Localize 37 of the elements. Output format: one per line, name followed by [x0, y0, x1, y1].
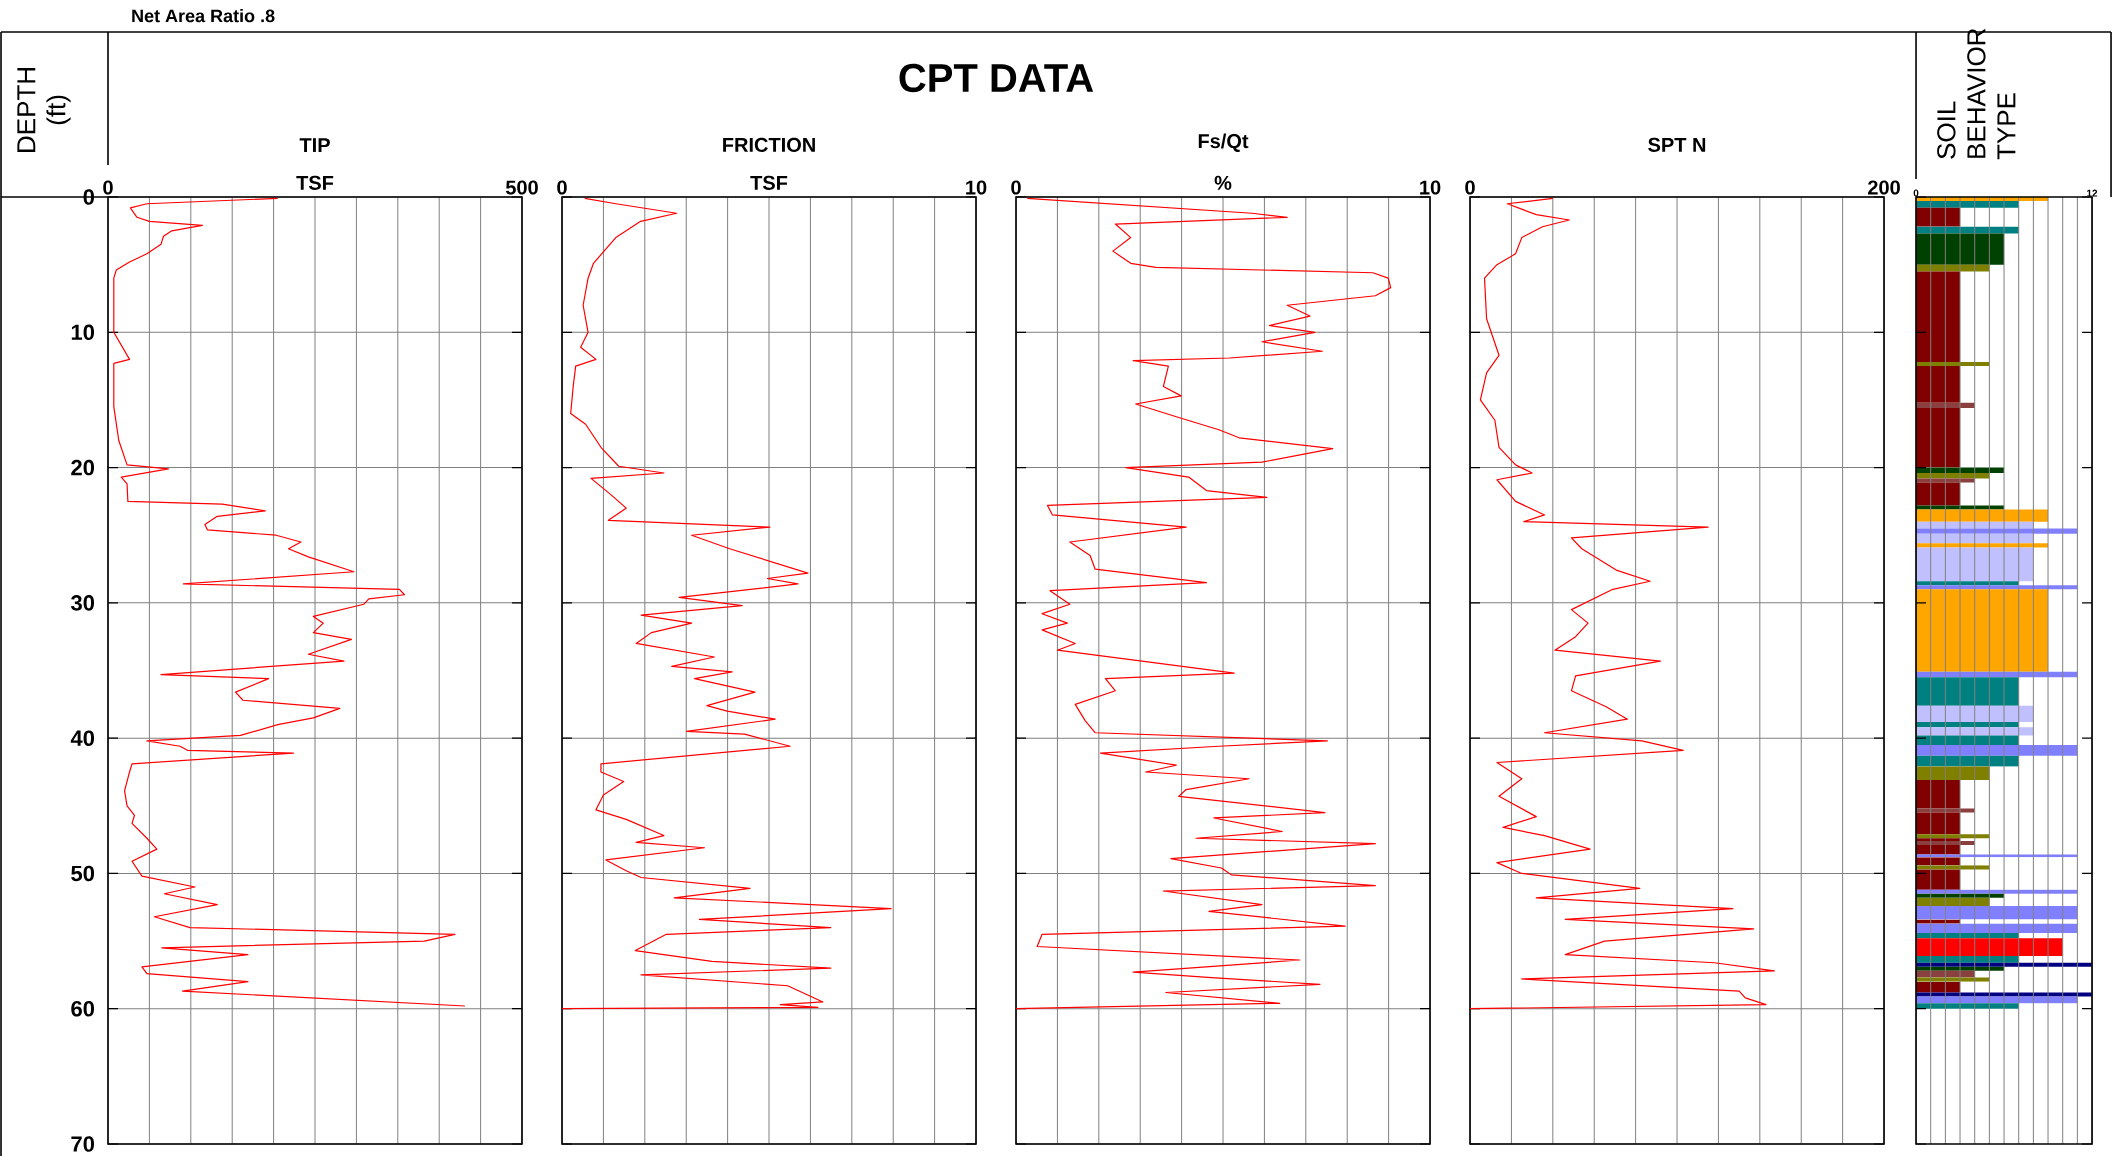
x-axis-title: TSF	[750, 175, 788, 190]
y-tick-label: 60	[71, 1000, 95, 1017]
text: Net Area Ratio .8	[132, 9, 275, 23]
x-tick-label: 12	[2087, 189, 2098, 197]
text: CPT DATA	[899, 63, 1094, 93]
bar	[1916, 735, 2019, 745]
x-tick-label: 200	[1868, 180, 1900, 195]
y-tick-label: 40	[70, 730, 95, 746]
bar	[1916, 897, 1990, 906]
y-tick-label: 30	[70, 595, 95, 611]
bar	[1916, 727, 2034, 736]
chart-title: SPT N	[1648, 137, 1706, 152]
x-tick-label: 500	[505, 180, 538, 195]
y-axis-title: DEPTH (ft)	[17, 68, 71, 152]
bar	[1916, 226, 2019, 234]
chart-title: SOIL BEHAVIOR TYPE	[1937, 28, 2016, 160]
x-tick-label: 0	[1913, 189, 1919, 197]
x-tick-label: 10	[966, 180, 987, 195]
chart-title: FRICTION	[723, 137, 815, 152]
bar	[1916, 201, 2019, 208]
bar	[1916, 1003, 2019, 1009]
bar	[1916, 528, 2078, 534]
bar	[1916, 955, 2019, 963]
y-tick-label: 20	[71, 459, 95, 476]
x-axis-title: TSF	[296, 175, 334, 190]
x-tick-label: 10	[1420, 180, 1441, 195]
x-tick-label: 0	[557, 180, 567, 195]
x-tick-label: 0	[1011, 180, 1021, 195]
x-axis-title: %	[1214, 175, 1232, 190]
x-tick-label: 0	[103, 180, 113, 195]
y-tick-label: 50	[71, 865, 95, 882]
line-series	[113, 197, 466, 1007]
y-tick-label: 10	[71, 324, 95, 341]
chart-title: TIP	[299, 138, 330, 152]
chart-title: Fs/Qt	[1198, 133, 1249, 152]
x-tick-label: 0	[1465, 180, 1475, 195]
y-tick-label: 70	[71, 1136, 95, 1152]
